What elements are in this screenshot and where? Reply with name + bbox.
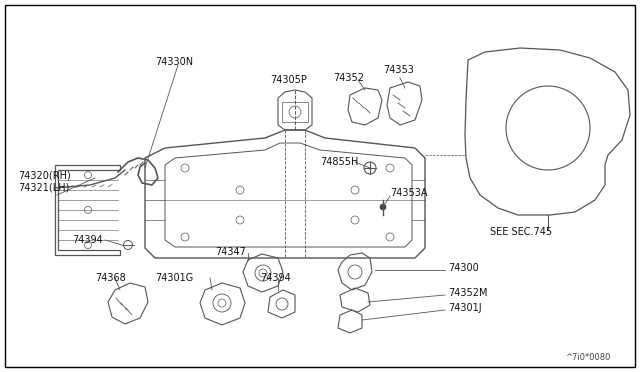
Text: SEE SEC.745: SEE SEC.745 <box>490 227 552 237</box>
Text: 74330N: 74330N <box>155 57 193 67</box>
Text: 74368: 74368 <box>95 273 125 283</box>
Text: 74352: 74352 <box>333 73 364 83</box>
Text: 74301J: 74301J <box>448 303 482 313</box>
Circle shape <box>380 204 386 210</box>
Text: 74394: 74394 <box>260 273 291 283</box>
Text: 74353A: 74353A <box>390 188 428 198</box>
Text: 74301G: 74301G <box>155 273 193 283</box>
Text: 74300: 74300 <box>448 263 479 273</box>
Text: 74353: 74353 <box>383 65 414 75</box>
Text: 74855H: 74855H <box>320 157 358 167</box>
Text: 74347: 74347 <box>215 247 246 257</box>
Text: ^7i0*0080: ^7i0*0080 <box>564 353 610 362</box>
Text: 74321(LH): 74321(LH) <box>18 183 69 193</box>
Text: 74352M: 74352M <box>448 288 488 298</box>
Text: 74320(RH): 74320(RH) <box>18 170 71 180</box>
Text: 74394: 74394 <box>72 235 103 245</box>
Text: 74305P: 74305P <box>270 75 307 85</box>
